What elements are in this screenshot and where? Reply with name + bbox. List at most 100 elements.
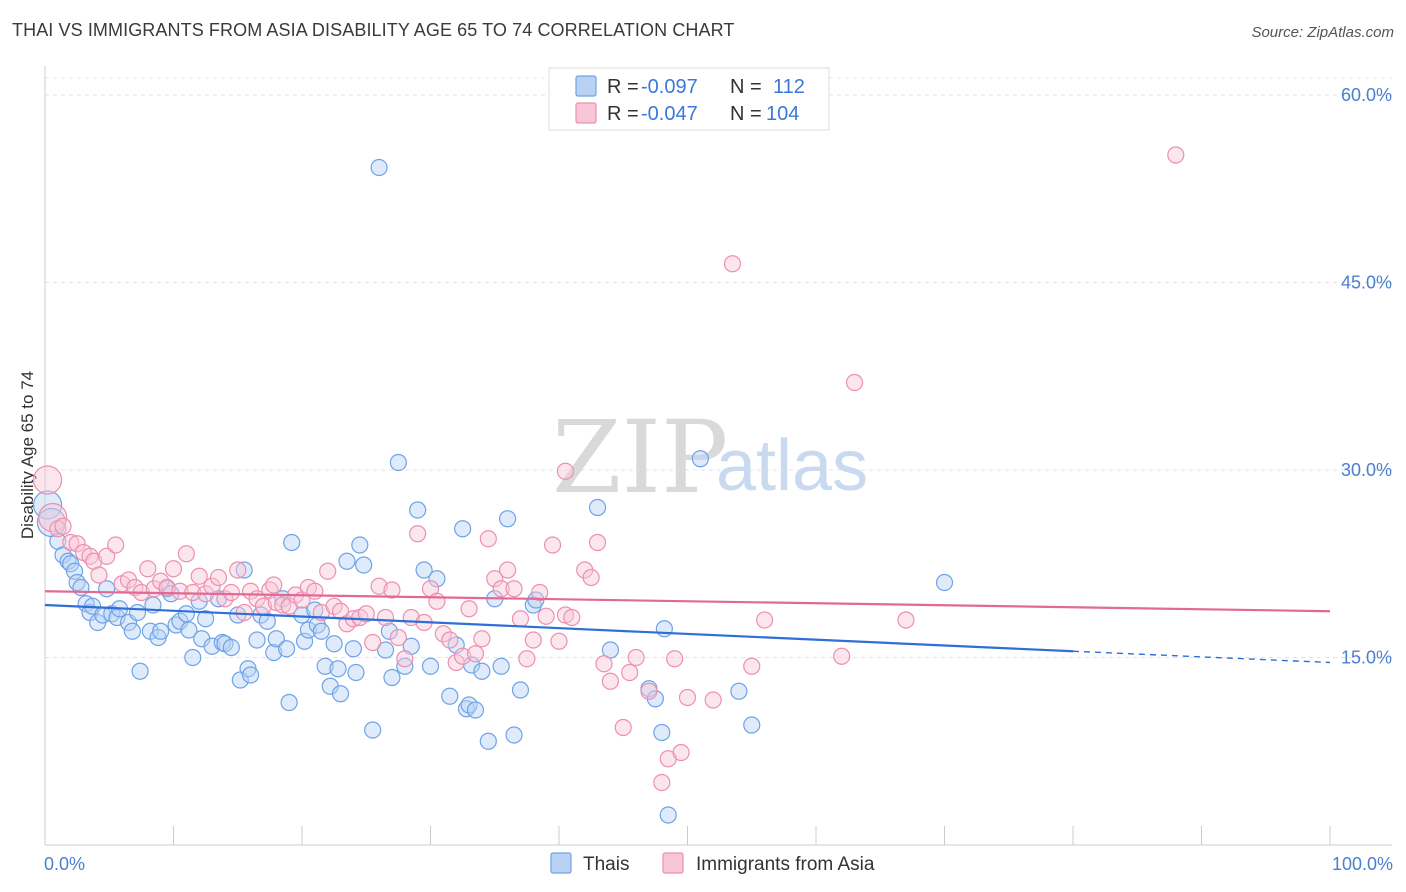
immigrants-point-72 — [492, 580, 510, 598]
immigrants-point-29 — [222, 583, 240, 602]
bottom-legend: Thais Immigrants from Asia — [550, 852, 875, 875]
immigrants-point-64 — [441, 631, 459, 649]
immigrants-point-75 — [511, 610, 530, 628]
immigrants-point-36 — [265, 576, 283, 594]
thais-point-105 — [655, 620, 673, 638]
immigrants-point-56 — [389, 628, 407, 647]
immigrants-point-67 — [460, 600, 478, 618]
immigrants-point-19 — [158, 578, 176, 597]
thais-point-80 — [415, 561, 433, 579]
immigrants-point-53 — [370, 577, 388, 595]
immigrants-point-38 — [274, 596, 292, 614]
watermark: ZIP atlas — [552, 399, 868, 516]
thais-point-69 — [351, 536, 369, 554]
immigrants-point-86 — [588, 533, 607, 552]
immigrants-point-81 — [550, 632, 568, 650]
immigrants-point-68 — [466, 645, 485, 663]
thais-point-82 — [428, 570, 446, 588]
thais-point-56 — [295, 632, 314, 650]
immigrants-point-55 — [383, 581, 401, 599]
y-tick-label-3: 60.0% — [1341, 85, 1392, 105]
immigrants-point-1 — [38, 502, 68, 533]
thais-point-67 — [344, 640, 362, 658]
thais-point-83 — [441, 687, 459, 705]
immigrants-point-79 — [537, 607, 555, 625]
watermark-zip: ZIP — [552, 399, 728, 516]
immigrants-point-105 — [556, 462, 575, 480]
watermark-atlas: atlas — [716, 426, 868, 506]
immigrants-point-73 — [499, 561, 517, 579]
bottom-legend-swatch-immigrants — [662, 852, 684, 874]
thais-point-54 — [283, 533, 301, 552]
immigrants-point-88 — [601, 672, 620, 690]
legend-r-label-immigrants: R = — [607, 103, 639, 125]
legend-n-value-immigrants: 104 — [766, 103, 799, 125]
thais-point-30 — [177, 605, 195, 623]
immigrants-point-91 — [627, 648, 645, 667]
immigrants-point-21 — [171, 582, 189, 600]
immigrants-point-54 — [376, 608, 395, 627]
immigrants-point-5 — [68, 535, 86, 553]
immigrants-point-98 — [723, 255, 742, 273]
thais-point-25 — [152, 622, 170, 640]
thais-point-110 — [743, 716, 761, 734]
thais-point-68 — [347, 663, 365, 682]
axes — [44, 66, 1392, 846]
thais-point-20 — [128, 603, 147, 622]
thais-point-73 — [376, 641, 395, 659]
thais-point-95 — [505, 726, 523, 744]
thais-point-32 — [184, 648, 202, 667]
immigrants-point-102 — [845, 373, 864, 392]
thais-point-6 — [65, 562, 84, 580]
y-tick-label-1: 30.0% — [1341, 460, 1392, 480]
thais-point-109 — [730, 682, 748, 700]
thais-point-36 — [203, 637, 221, 655]
legend-n-label-thais: N = — [730, 76, 762, 98]
thais-point-63 — [325, 635, 343, 653]
thais-point-70 — [355, 556, 373, 574]
thais-trend-line-extension — [1072, 650, 1331, 664]
immigrants-point-52 — [364, 633, 382, 652]
immigrants-point-77 — [524, 631, 542, 649]
thais-point-75 — [383, 668, 401, 687]
chart-title: THAI VS IMMIGRANTS FROM ASIA DISABILITY … — [12, 20, 735, 40]
thais-point-85 — [454, 520, 472, 538]
legend-swatch-thais — [575, 75, 597, 97]
immigrants-point-59 — [409, 525, 427, 543]
thais-point-72 — [370, 158, 388, 177]
legend-n-value-thais: 112 — [773, 76, 805, 98]
thais-point-19 — [123, 622, 141, 640]
immigrants-point-65 — [447, 653, 465, 672]
immigrants-trend-line — [44, 590, 1331, 613]
thais-point-60 — [312, 622, 330, 640]
immigrants-point-100 — [755, 611, 774, 629]
immigrants-point-66 — [454, 647, 472, 665]
thais-point-74 — [380, 622, 398, 640]
immigrants-point-101 — [833, 647, 851, 665]
immigrants-point-95 — [666, 650, 684, 668]
immigrants-point-76 — [518, 650, 536, 668]
immigrants-point-69 — [473, 630, 491, 648]
immigrants-point-63 — [434, 625, 452, 643]
thais-point-89 — [466, 701, 485, 719]
y-tick-label-0: 15.0% — [1341, 648, 1392, 668]
thais-point-49 — [265, 643, 283, 662]
legend-r-value-thais: -0.097 — [641, 76, 698, 98]
immigrants-point-0 — [32, 465, 63, 495]
immigrants-point-80 — [543, 536, 562, 554]
thais-point-106 — [659, 806, 677, 824]
thais-point-52 — [277, 640, 296, 658]
immigrants-point-89 — [614, 718, 632, 737]
thais-point-31 — [180, 621, 198, 639]
immigrants-point-10 — [98, 547, 116, 565]
thais-point-66 — [338, 552, 356, 570]
thais-point-45 — [242, 666, 260, 684]
immigrants-point-83 — [563, 608, 581, 627]
trend-lines — [44, 590, 1331, 664]
bottom-legend-label-immigrants: Immigrants from Asia — [696, 854, 875, 875]
thais-point-43 — [235, 561, 253, 579]
immigrants-point-93 — [653, 773, 671, 792]
thais-point-65 — [331, 685, 350, 703]
thais-point-40 — [222, 638, 240, 657]
